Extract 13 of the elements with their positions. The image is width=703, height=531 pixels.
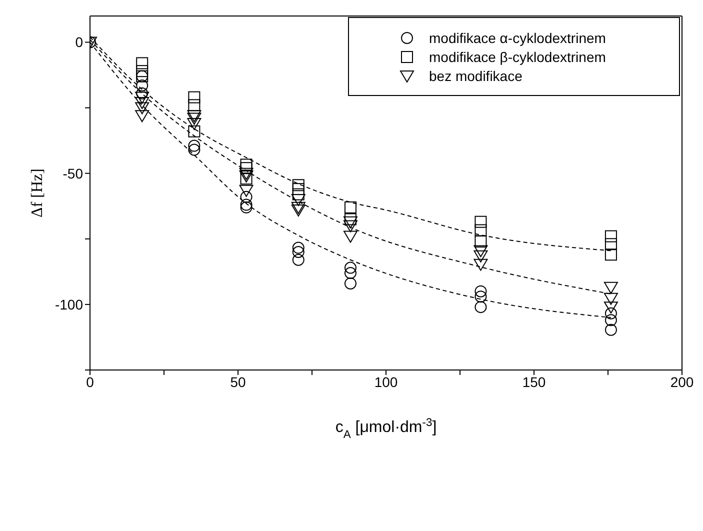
x-tick-label: 50 bbox=[230, 374, 246, 390]
x-tick-label: 200 bbox=[670, 374, 694, 390]
y-tick-label: 0 bbox=[75, 34, 84, 50]
y-tick-label: -100 bbox=[54, 296, 84, 312]
legend-label: bez modifikace bbox=[429, 68, 522, 84]
x-axis-title: c$_{A}$ [μmol·dm$^{-3}$] bbox=[335, 417, 437, 441]
x-tick-label: 100 bbox=[374, 374, 398, 390]
legend-label: modifikace α-cyklodextrinem bbox=[429, 30, 606, 46]
y-axis-title: Δf [Hz] bbox=[29, 168, 46, 218]
legend-label: modifikace β-cyklodextrinem bbox=[429, 48, 606, 64]
y-tick-label: -50 bbox=[62, 165, 84, 182]
x-tick-label: 0 bbox=[86, 374, 94, 390]
x-tick-label: 150 bbox=[522, 374, 546, 390]
